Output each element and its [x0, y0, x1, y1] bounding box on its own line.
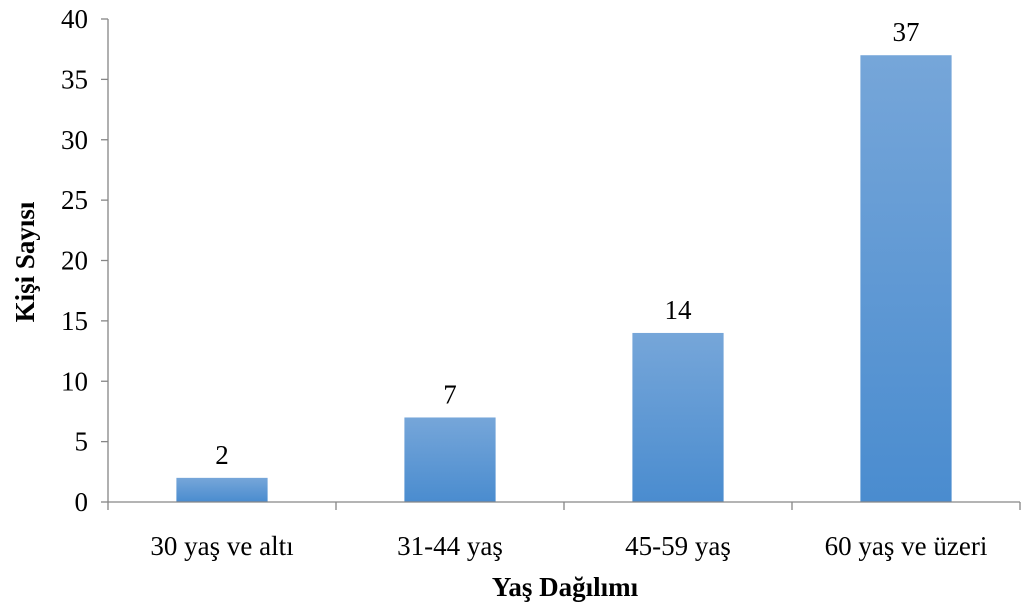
- y-tick-label: 0: [75, 487, 89, 517]
- labels-layer: 0 5 10 15 20 25 30 35 40 2 30 yaş ve altı 7 31-44 ya…: [61, 4, 987, 561]
- y-tick-label: 10: [61, 366, 88, 396]
- bar-data-label: 14: [665, 295, 693, 325]
- bar: [860, 55, 952, 502]
- y-tick-label: 30: [61, 125, 88, 155]
- y-tick-label: 40: [61, 4, 88, 34]
- y-tick-label: 25: [61, 185, 88, 215]
- x-category-label: 31-44 yaş: [397, 531, 503, 561]
- y-tick-label: 15: [61, 306, 88, 336]
- y-tick-label: 5: [75, 427, 89, 457]
- y-tick-label: 20: [61, 246, 88, 276]
- x-category-label: 30 yaş ve altı: [150, 531, 293, 561]
- y-axis-title: Kişi Sayısı: [10, 201, 40, 322]
- bar-data-label: 7: [443, 379, 457, 409]
- x-category-label: 60 yaş ve üzeri: [825, 531, 988, 561]
- x-axis-title: Yaş Dağılımı: [492, 572, 639, 602]
- bar: [404, 417, 496, 502]
- bar: [632, 332, 724, 502]
- bars-layer: [176, 55, 952, 502]
- bar-data-label: 37: [893, 17, 920, 47]
- bar-data-label: 2: [215, 440, 229, 470]
- x-category-label: 45-59 yaş: [625, 531, 731, 561]
- bar: [176, 477, 268, 502]
- y-tick-label: 35: [61, 64, 88, 94]
- ticks-layer: [101, 18, 1021, 510]
